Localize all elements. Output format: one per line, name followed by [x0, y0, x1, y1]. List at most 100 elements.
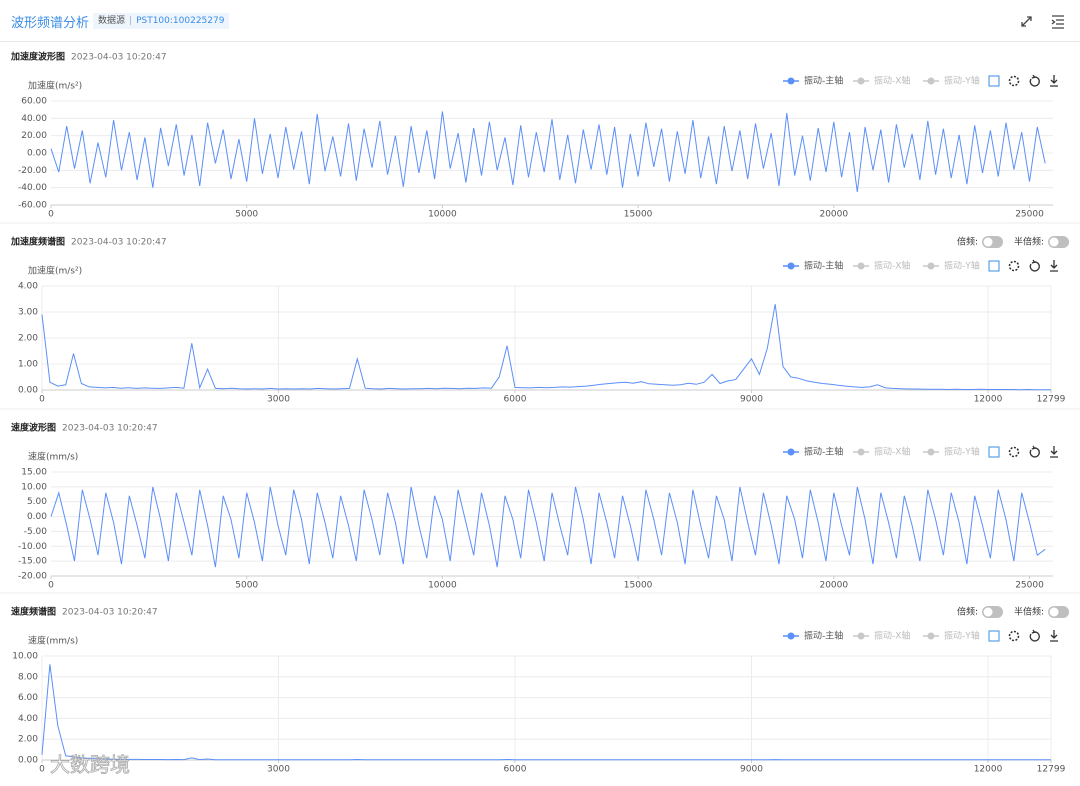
x-tick-label: 10000	[428, 210, 457, 220]
y-tick-label: 2.00	[18, 334, 38, 344]
y-tick-label: -15.00	[18, 557, 47, 567]
x-tick-label: 0	[39, 395, 45, 405]
legend-dot	[927, 262, 935, 270]
legend-label[interactable]: 振动-Y轴	[944, 630, 980, 642]
legend-label[interactable]: 振动-X轴	[874, 75, 910, 87]
watermark: 大数跨境	[50, 753, 130, 777]
source-value: PST100:100225279	[136, 16, 225, 26]
x-tick-label: 0	[48, 210, 54, 220]
y-tick-label: 0.00	[27, 512, 47, 522]
legend-dot	[927, 77, 935, 85]
chart-panel: 加速度波形图 2023-04-03 10:20:47 加速度(m/s²) -60.00…	[10, 51, 1058, 220]
x-tick-label: 6000	[504, 395, 527, 405]
legend-label[interactable]: 振动-主轴	[804, 630, 843, 642]
toggle-label: 半倍频:	[1014, 606, 1044, 618]
icon-open[interactable]	[988, 260, 1000, 272]
icon-settings[interactable]	[1008, 260, 1020, 272]
y-axis-label: 加速度(m/s²)	[28, 265, 82, 277]
icon-refresh[interactable]	[1029, 445, 1040, 458]
x-tick-label: 0	[39, 765, 45, 775]
legend-dot	[857, 448, 865, 456]
legend-label[interactable]: 振动-Y轴	[944, 75, 980, 87]
y-tick-label: 40.00	[21, 114, 47, 124]
series-line	[41, 664, 1051, 761]
legend-dot	[927, 448, 935, 456]
x-tick-label: 12000	[974, 765, 1003, 775]
y-tick-label: -5.00	[24, 527, 48, 537]
icon-open[interactable]	[988, 446, 1000, 458]
legend-label[interactable]: 振动-X轴	[874, 260, 910, 272]
legend-label[interactable]: 振动-主轴	[804, 75, 843, 87]
chart-title: 速度频谱图	[11, 606, 56, 618]
legend-label[interactable]: 振动-主轴	[804, 260, 843, 272]
icon-download[interactable]	[1050, 446, 1058, 458]
chart-subtitle: 2023-04-03 10:20:47	[71, 53, 167, 63]
y-tick-label: -40.00	[18, 183, 47, 193]
legend-dot	[857, 77, 865, 85]
header: 波形频谱分析 数据源 | PST100:100225279	[0, 0, 1080, 42]
series-line	[50, 111, 1046, 193]
icon-open[interactable]	[988, 75, 1000, 87]
toggle-label: 半倍频:	[1014, 236, 1044, 248]
legend-label[interactable]: 振动-X轴	[874, 630, 910, 642]
y-axis-label: 速度(mm/s)	[28, 451, 78, 463]
header-icons[interactable]	[1015, 11, 1075, 31]
x-tick-label: 12799	[1037, 765, 1066, 775]
legend-dot	[787, 448, 795, 456]
y-tick-label: 0.00	[18, 756, 38, 766]
legend-dot	[787, 262, 795, 270]
icon-refresh[interactable]	[1029, 259, 1040, 272]
icon-refresh[interactable]	[1029, 629, 1040, 642]
y-tick-label: -20.00	[18, 166, 47, 176]
toggle-label: 倍频:	[957, 236, 978, 248]
icon-download[interactable]	[1050, 260, 1058, 272]
legend-label[interactable]: 振动-X轴	[874, 446, 910, 458]
y-tick-label: 20.00	[21, 131, 47, 141]
source-tag: 数据源 | PST100:100225279	[93, 13, 230, 29]
x-tick-label: 20000	[819, 210, 848, 220]
legend-dot	[927, 632, 935, 640]
x-tick-label: 6000	[504, 765, 527, 775]
y-axis-label: 速度(mm/s)	[28, 635, 78, 647]
y-tick-label: 5.00	[27, 497, 47, 507]
y-axis-label: 加速度(m/s²)	[28, 80, 82, 92]
y-tick-label: -10.00	[18, 542, 47, 552]
x-tick-label: 25000	[1015, 210, 1044, 220]
chart-title: 加速度波形图	[10, 51, 65, 63]
x-tick-label: 10000	[428, 581, 457, 591]
icon-download[interactable]	[1050, 75, 1058, 87]
series-line	[41, 304, 1051, 391]
chart-subtitle: 2023-04-03 10:20:47	[71, 238, 167, 248]
icon-download[interactable]	[1050, 630, 1058, 642]
icon-settings[interactable]	[1008, 75, 1020, 87]
x-tick-label: 9000	[740, 395, 763, 405]
y-tick-label: 6.00	[18, 693, 38, 703]
icon-settings[interactable]	[1008, 446, 1020, 458]
chart-title: 速度波形图	[11, 422, 56, 434]
x-tick-label: 5000	[235, 210, 258, 220]
chart-panel: 加速度频谱图 2023-04-03 10:20:47 加速度(m/s²) 0.00 1.…	[0, 222, 1080, 405]
page-title: 波形频谱分析	[11, 16, 90, 31]
legend-dot	[857, 632, 865, 640]
chart-subtitle: 2023-04-03 10:20:47	[62, 608, 158, 618]
source-label: 数据源	[98, 16, 126, 26]
y-tick-label: 0.00	[18, 386, 38, 396]
y-tick-label: 0.00	[27, 149, 47, 159]
y-tick-label: 8.00	[18, 672, 38, 682]
legend-label[interactable]: 振动-主轴	[804, 446, 843, 458]
x-tick-label: 25000	[1015, 581, 1044, 591]
legend-dot	[787, 632, 795, 640]
legend-dot	[787, 77, 795, 85]
x-tick-label: 20000	[819, 581, 848, 591]
toggle-knob	[1049, 607, 1059, 617]
legend-dot	[857, 262, 865, 270]
icon-refresh[interactable]	[1029, 74, 1040, 87]
legend-label[interactable]: 振动-Y轴	[944, 446, 980, 458]
icon-open[interactable]	[988, 630, 1000, 642]
y-tick-label: 1.00	[18, 360, 38, 370]
y-tick-label: 3.00	[18, 308, 38, 318]
x-tick-label: 9000	[740, 765, 763, 775]
icon-settings[interactable]	[1008, 630, 1020, 642]
legend-label[interactable]: 振动-Y轴	[944, 260, 980, 272]
chart-title: 加速度频谱图	[10, 236, 65, 248]
